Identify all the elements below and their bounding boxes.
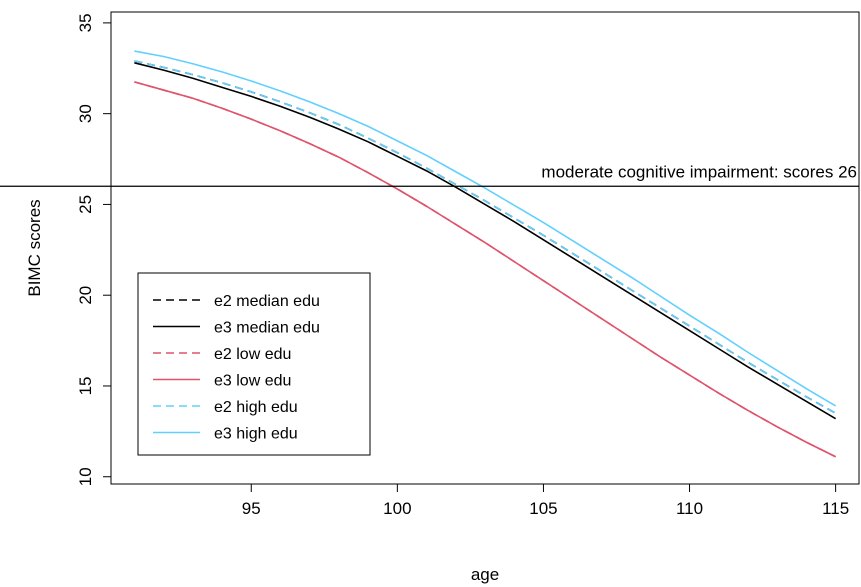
x-tick-label: 100: [383, 499, 411, 518]
legend-label: e2 high edu: [214, 399, 298, 416]
legend-label: e3 median edu: [214, 320, 320, 337]
legend-box: [137, 272, 371, 456]
x-tick-label: 95: [242, 499, 261, 518]
series-layer: [134, 50, 837, 458]
series-line-e2-low-edu: [134, 81, 836, 458]
series-line-e3-median-edu: [134, 62, 837, 420]
legend-item-e3-low-edu: e3 low edu: [153, 373, 291, 390]
y-tick-label: 35: [76, 13, 95, 32]
legend-item-e2-high-edu: e2 high edu: [153, 399, 298, 416]
y-tick-label: 10: [76, 467, 95, 486]
legend-item-e3-high-edu: e3 high edu: [153, 426, 298, 443]
legend-item-e2-low-edu: e2 low edu: [153, 346, 291, 363]
legend-label: e2 low edu: [214, 346, 291, 363]
x-axis: 95 100 105 110 115: [242, 483, 849, 518]
reference-line-label: moderate cognitive impairment: scores 26: [541, 162, 857, 181]
legend-item-e2-median-edu: e2 median edu: [153, 293, 320, 310]
x-tick-label: 110: [676, 499, 703, 518]
x-tick-label: 115: [822, 499, 849, 518]
legend-label: e2 median edu: [214, 293, 320, 310]
series-line-e3-high-edu: [134, 50, 837, 407]
series-line-e2-high-edu: [134, 60, 837, 414]
x-axis-title: age: [471, 565, 499, 584]
y-tick-label: 15: [76, 377, 95, 396]
y-tick-label: 20: [76, 286, 95, 305]
legend-label: e3 high edu: [214, 426, 298, 443]
x-tick-label: 105: [529, 499, 557, 518]
y-axis-title: BIMC scores: [25, 199, 44, 296]
legend: e2 median edu e3 median edu e2 low edu e3 l…: [137, 272, 371, 456]
y-tick-label: 30: [76, 104, 95, 123]
y-axis: 10 15 20 25 30 35: [76, 13, 112, 486]
legend-label: e3 low edu: [214, 373, 291, 390]
legend-item-e3-median-edu: e3 median edu: [153, 320, 320, 337]
y-tick-label: 25: [76, 195, 95, 214]
reference-line-layer: moderate cognitive impairment: scores 26: [0, 162, 859, 187]
